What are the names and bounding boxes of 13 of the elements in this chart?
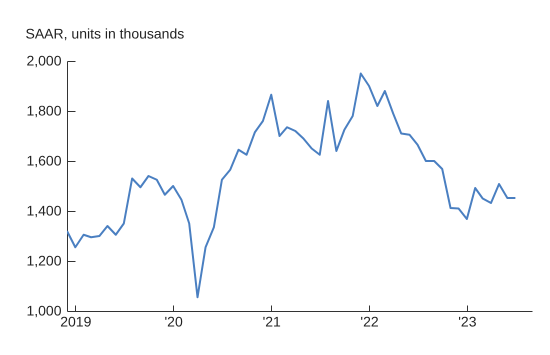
- y-tick-label: 2,000: [26, 52, 62, 68]
- x-tick-label: '21: [262, 314, 282, 330]
- x-tick-label: '20: [164, 314, 183, 330]
- y-tick-label: 1,000: [26, 302, 62, 318]
- x-tick-label: '22: [360, 314, 379, 330]
- y-axis-title: SAAR, units in thousands: [26, 26, 184, 42]
- line-series: [67, 72, 516, 298]
- y-tick-label: 1,400: [26, 202, 62, 218]
- x-tick-label: '23: [458, 314, 477, 330]
- x-tick-label: 2019: [60, 314, 92, 330]
- y-tick-label: 1,800: [26, 102, 62, 118]
- y-tick-label: 1,200: [26, 252, 62, 268]
- y-tick-label: 1,600: [26, 152, 62, 168]
